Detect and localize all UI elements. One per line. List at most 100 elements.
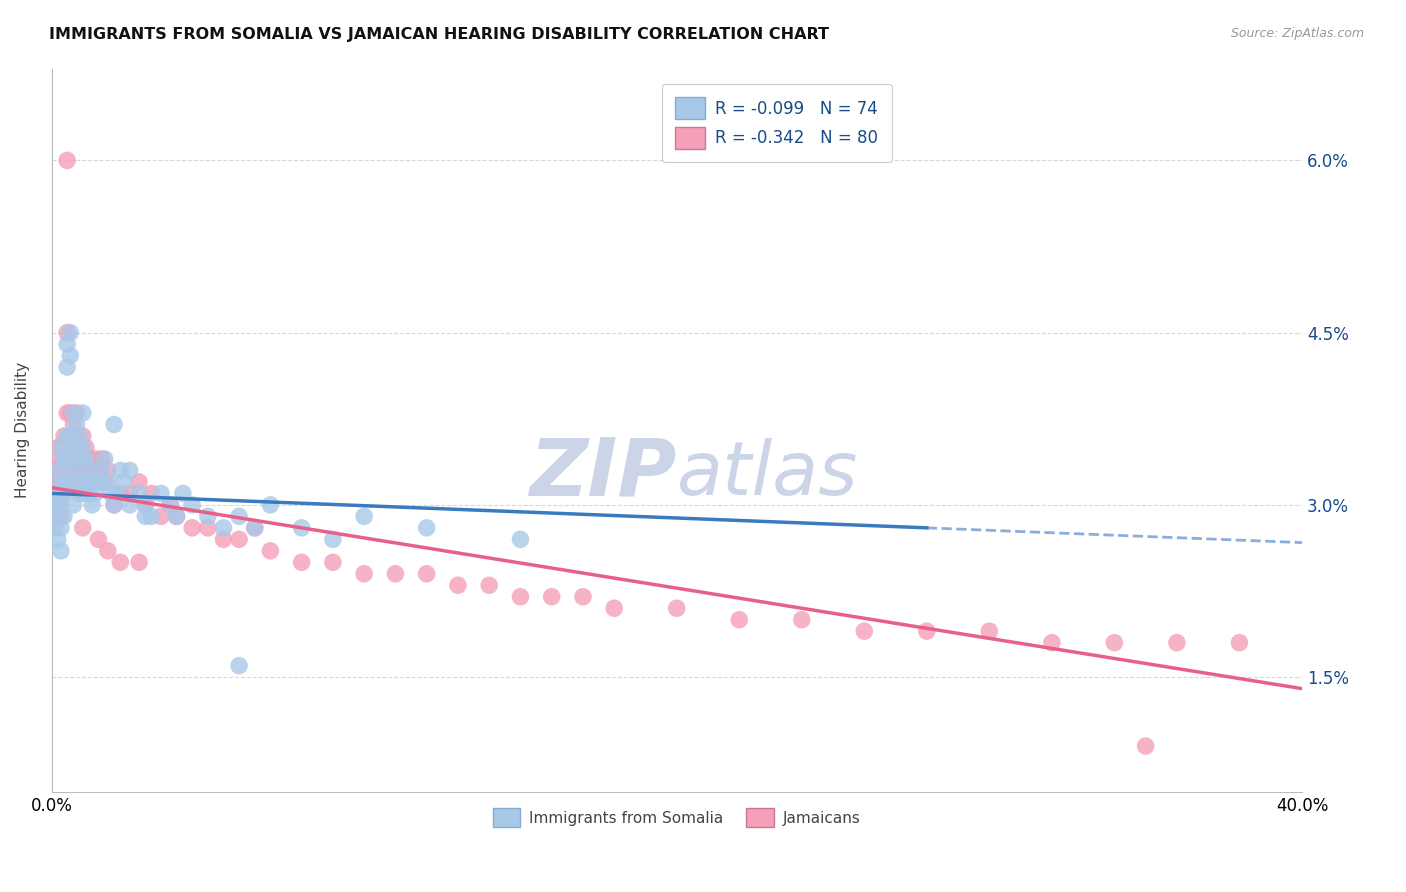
Point (84, 486, 107, 500)
Point (415, 521, 437, 535)
Point (166, 509, 188, 524)
Point (62, 406, 84, 420)
Point (49, 509, 72, 524)
Point (77, 452, 100, 467)
Point (853, 624, 876, 639)
Point (112, 475, 135, 489)
Point (447, 578, 470, 592)
Point (128, 555, 150, 569)
Point (87, 463, 110, 477)
Point (49, 486, 72, 500)
Point (53, 452, 76, 467)
Point (97, 463, 120, 477)
Point (53, 452, 76, 467)
Text: atlas: atlas (676, 438, 858, 509)
Point (149, 509, 172, 524)
Point (128, 486, 150, 500)
Point (56, 475, 79, 489)
Point (103, 417, 125, 432)
Point (65, 463, 87, 477)
Point (322, 533, 344, 547)
Point (53, 429, 76, 443)
Point (291, 555, 314, 569)
Point (72, 406, 94, 420)
Point (97, 475, 120, 489)
Point (65, 429, 87, 443)
Point (62, 441, 84, 455)
Point (103, 498, 125, 512)
Point (62, 463, 84, 477)
Point (62, 475, 84, 489)
Point (103, 498, 125, 512)
Text: Source: ZipAtlas.com: Source: ZipAtlas.com (1230, 27, 1364, 40)
Point (49, 475, 72, 489)
Point (56, 452, 79, 467)
Point (728, 613, 751, 627)
Point (75, 452, 97, 467)
Point (572, 590, 595, 604)
Point (134, 498, 156, 512)
Point (141, 509, 163, 524)
Point (56, 326, 79, 340)
Point (59, 406, 82, 420)
Y-axis label: Hearing Disability: Hearing Disability (15, 362, 30, 499)
Text: ZIP: ZIP (530, 434, 676, 513)
Point (46, 533, 69, 547)
Point (44, 521, 66, 535)
Point (75, 475, 97, 489)
Point (478, 578, 501, 592)
Point (72, 486, 94, 500)
Point (75, 463, 97, 477)
Point (1229, 635, 1251, 649)
Point (322, 555, 344, 569)
Point (603, 601, 626, 615)
Point (259, 544, 281, 558)
Point (110, 486, 132, 500)
Point (59, 326, 82, 340)
Point (540, 590, 562, 604)
Point (212, 533, 235, 547)
Point (56, 360, 79, 375)
Point (172, 486, 194, 500)
Point (49, 441, 72, 455)
Point (979, 624, 1001, 639)
Point (1135, 739, 1157, 753)
Point (65, 452, 87, 467)
Point (212, 521, 235, 535)
Point (65, 406, 87, 420)
Point (62, 417, 84, 432)
Point (197, 509, 219, 524)
Point (353, 509, 375, 524)
Point (69, 441, 91, 455)
Point (790, 613, 813, 627)
Point (46, 509, 69, 524)
Point (59, 429, 82, 443)
Point (134, 498, 156, 512)
Point (291, 521, 314, 535)
Point (59, 349, 82, 363)
Point (118, 486, 141, 500)
Point (49, 498, 72, 512)
Point (181, 521, 204, 535)
Point (65, 475, 87, 489)
Point (49, 452, 72, 467)
Point (82, 463, 104, 477)
Point (105, 486, 128, 500)
Point (56, 452, 79, 467)
Point (159, 498, 181, 512)
Point (228, 533, 250, 547)
Point (93, 452, 115, 467)
Point (384, 566, 406, 581)
Point (46, 441, 69, 455)
Point (509, 590, 531, 604)
Point (87, 475, 110, 489)
Point (166, 509, 188, 524)
Point (46, 475, 69, 489)
Text: IMMIGRANTS FROM SOMALIA VS JAMAICAN HEARING DISABILITY CORRELATION CHART: IMMIGRANTS FROM SOMALIA VS JAMAICAN HEAR… (49, 27, 830, 42)
Point (72, 521, 94, 535)
Point (243, 521, 266, 535)
Point (82, 475, 104, 489)
Point (665, 601, 688, 615)
Point (1104, 635, 1126, 649)
Point (197, 521, 219, 535)
